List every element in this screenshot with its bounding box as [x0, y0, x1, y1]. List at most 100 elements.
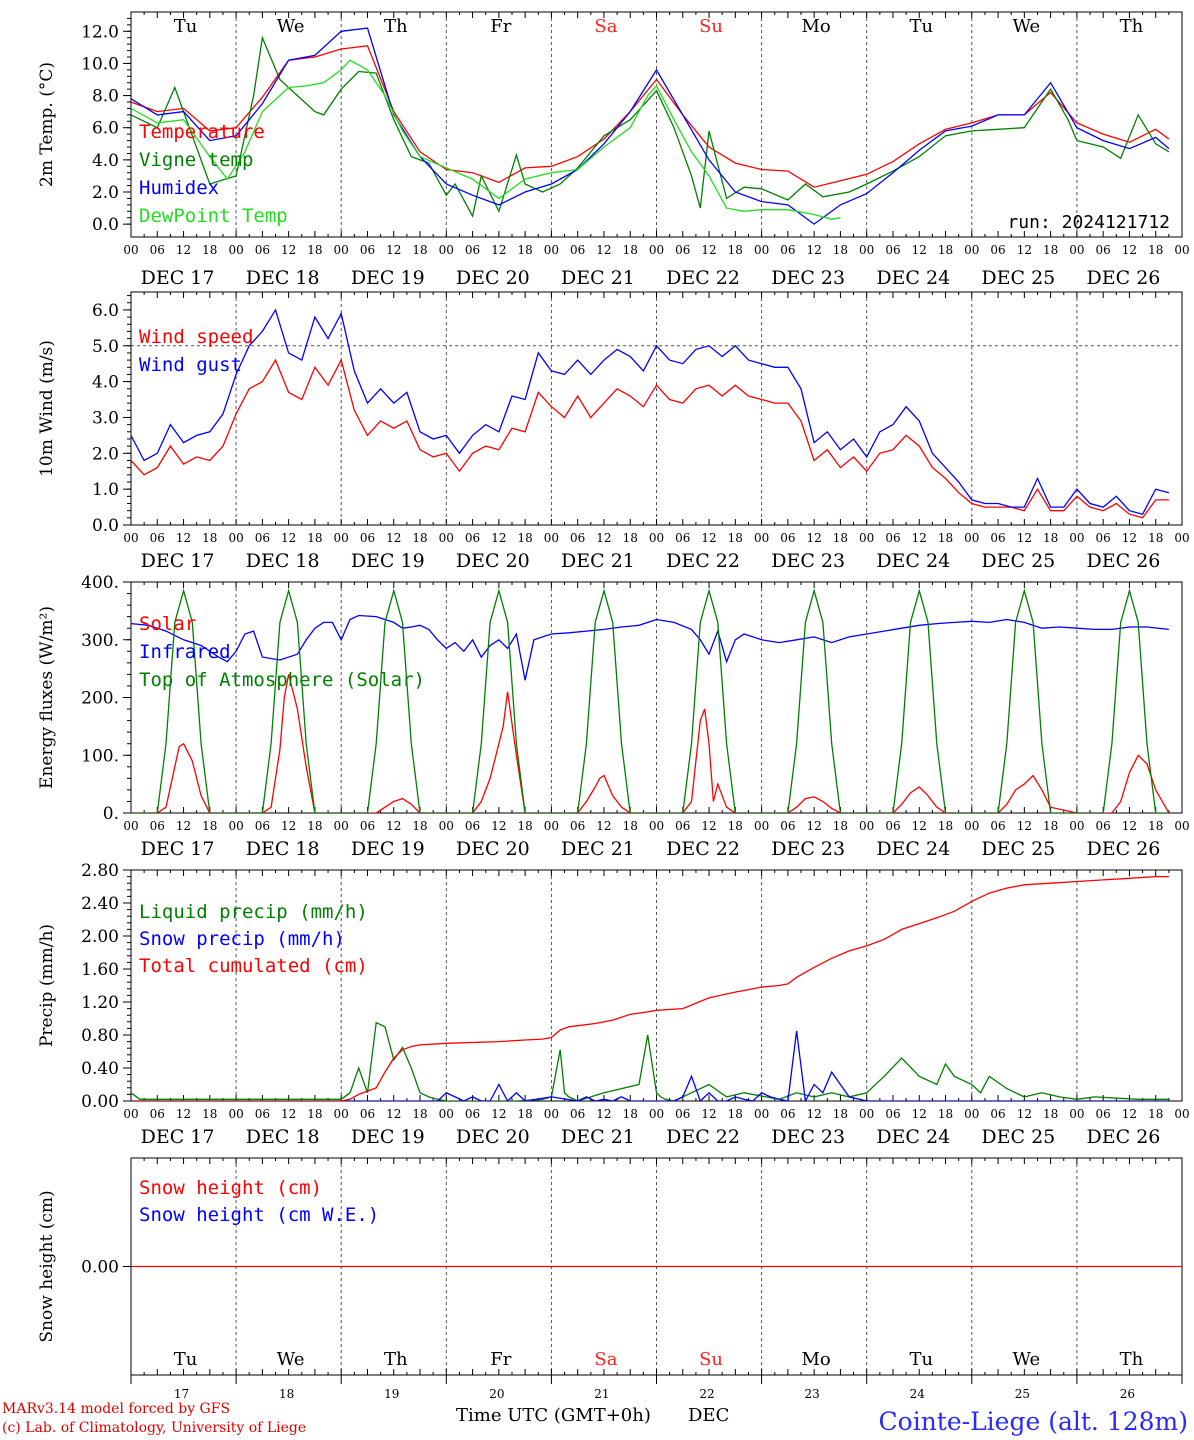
- y-tick-label: 2.80: [81, 861, 119, 881]
- hour-tick-label: 00: [544, 243, 559, 257]
- y-tick-label: 2.40: [81, 894, 119, 914]
- hour-tick-label: 06: [150, 819, 165, 833]
- legend-entry: Snow height (cm): [139, 1177, 322, 1199]
- hour-tick-label: 00: [649, 819, 664, 833]
- hour-tick-label: 00: [439, 1107, 454, 1121]
- hour-tick-label: 12: [912, 243, 927, 257]
- hour-tick-label: 00: [544, 819, 559, 833]
- legend-entry: Temperature: [139, 121, 265, 143]
- hour-tick-label: 12: [491, 1107, 506, 1121]
- hour-tick-label: 18: [412, 531, 427, 545]
- date-label: DEC 20: [456, 1126, 530, 1148]
- y-tick-label: 0.00: [81, 1092, 119, 1112]
- hour-tick-label: 12: [281, 531, 296, 545]
- hour-tick-label: 18: [307, 819, 322, 833]
- hour-tick-label: 06: [780, 243, 795, 257]
- hour-tick-label: 12: [807, 1107, 822, 1121]
- hour-tick-label: 00: [228, 243, 243, 257]
- hour-tick-label: 00: [649, 243, 664, 257]
- weekday-label: Th: [1120, 1349, 1144, 1370]
- hour-tick-label: 06: [255, 531, 270, 545]
- y-axis-label: Precip (mm/h): [37, 924, 57, 1047]
- hour-tick-label: 00: [228, 531, 243, 545]
- hour-tick-label: 00: [334, 531, 349, 545]
- date-label: DEC 26: [1087, 838, 1161, 860]
- hour-tick-label: 18: [938, 819, 953, 833]
- hour-tick-label: 06: [780, 1107, 795, 1121]
- y-tick-label: 0.0: [92, 215, 119, 235]
- date-label: DEC 17: [141, 550, 215, 572]
- date-label: DEC 17: [141, 267, 215, 289]
- hour-tick-label: 00: [123, 1107, 138, 1121]
- y-axis-label: 10m Wind (m/s): [37, 340, 57, 477]
- hour-tick-label: 00: [334, 819, 349, 833]
- hour-tick-label: 12: [701, 243, 716, 257]
- hour-tick-label: 06: [675, 243, 690, 257]
- hour-tick-label: 18: [833, 1107, 848, 1121]
- panel-2: 0.0 1.0 2.0 3.0 4.0 5.0 6.0 10m Wind (m/s) Wind …: [37, 291, 1190, 572]
- hour-tick-label: 18: [1148, 819, 1163, 833]
- y-axis-label: Snow height (cm): [37, 1190, 57, 1342]
- day-number-label: 22: [699, 1387, 714, 1401]
- date-label: DEC 24: [876, 838, 950, 860]
- hour-tick-label: 06: [465, 1107, 480, 1121]
- weekday-label: Th: [1120, 16, 1144, 37]
- hour-tick-label: 06: [1096, 1107, 1111, 1121]
- hour-tick-label: 00: [123, 243, 138, 257]
- day-number-label: 24: [910, 1387, 926, 1401]
- hour-tick-label: 00: [754, 819, 769, 833]
- hour-tick-label: 00: [649, 531, 664, 545]
- date-label: DEC 20: [456, 550, 530, 572]
- date-label: DEC 23: [771, 1126, 845, 1148]
- day-number-label: 19: [384, 1387, 399, 1401]
- day-number-label: 17: [174, 1387, 189, 1401]
- date-label: DEC 20: [456, 267, 530, 289]
- hour-tick-label: 18: [938, 531, 953, 545]
- weekday-label: Sa: [594, 1349, 617, 1370]
- legend-entry: Humidex: [139, 177, 219, 199]
- weekday-label: We: [1013, 16, 1041, 37]
- date-label: DEC 26: [1087, 1126, 1161, 1148]
- hour-tick-label: 18: [202, 819, 217, 833]
- hour-tick-label: 12: [701, 531, 716, 545]
- hour-tick-label: 00: [1069, 819, 1084, 833]
- y-tick-label: 0.40: [81, 1059, 119, 1079]
- y-tick-label: 6.0: [92, 301, 119, 321]
- weekday-label: Th: [384, 1349, 408, 1370]
- series-line-liquid-precip-mm-h-: [131, 1021, 1169, 1101]
- hour-tick-label: 06: [360, 819, 375, 833]
- y-tick-label: 1.60: [81, 960, 119, 980]
- hour-tick-label: 12: [1122, 243, 1137, 257]
- hour-tick-label: 06: [990, 243, 1005, 257]
- hour-tick-label: 12: [807, 819, 822, 833]
- date-label: DEC 21: [561, 838, 635, 860]
- hour-tick-label: 06: [1096, 531, 1111, 545]
- hour-tick-label: 00: [1174, 531, 1189, 545]
- weekday-label: Su: [699, 16, 723, 37]
- hour-tick-label: 06: [570, 1107, 585, 1121]
- weekday-label: Tu: [909, 16, 933, 37]
- hour-tick-label: 00: [859, 531, 874, 545]
- hour-tick-label: 12: [176, 531, 191, 545]
- month-label: DEC: [688, 1405, 730, 1426]
- date-label: DEC 20: [456, 838, 530, 860]
- hour-tick-label: 06: [885, 1107, 900, 1121]
- y-tick-label: 2.00: [81, 927, 119, 947]
- y-tick-label: 8.0: [92, 87, 119, 107]
- hour-tick-label: 00: [754, 531, 769, 545]
- y-axis-label: Energy fluxes (W/m²): [37, 606, 57, 789]
- y-tick-label: 0.: [103, 804, 119, 824]
- legend-entry: Infrared: [139, 641, 231, 663]
- hour-tick-label: 18: [307, 1107, 322, 1121]
- weekday-label: Tu: [174, 1349, 198, 1370]
- hour-tick-label: 00: [439, 819, 454, 833]
- hour-tick-label: 12: [176, 243, 191, 257]
- hour-tick-label: 18: [1043, 1107, 1058, 1121]
- legend-entry: Top of Atmosphere (Solar): [139, 669, 425, 691]
- hour-tick-label: 18: [1043, 819, 1058, 833]
- hour-tick-label: 12: [596, 1107, 611, 1121]
- y-tick-label: 5.0: [92, 337, 119, 357]
- hour-tick-label: 00: [1069, 1107, 1084, 1121]
- series-line-temperature: [131, 45, 1170, 188]
